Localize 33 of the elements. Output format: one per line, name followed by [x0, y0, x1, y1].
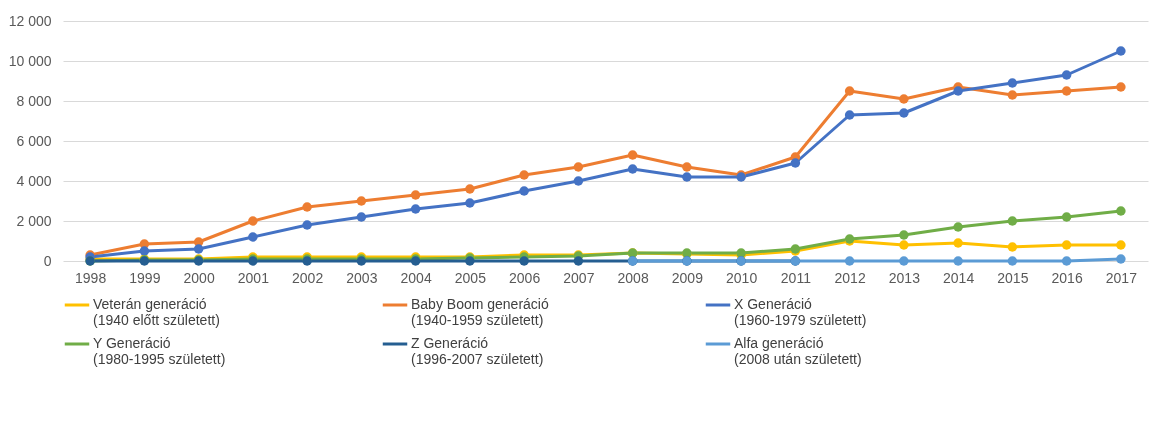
x-tick-label: 2003: [346, 269, 378, 286]
x-tick-label: 1999: [129, 269, 161, 286]
x-tick-label: 2000: [183, 269, 215, 286]
x-tick-label: 2015: [997, 269, 1029, 286]
legend-label: X Generáció (1960-1979 született): [734, 296, 867, 328]
x-tick-label: 1998: [75, 269, 107, 286]
legend-label: Y Generáció (1980-1995 született): [93, 335, 226, 367]
x-tick-label: 2012: [834, 269, 866, 286]
x-tick-label: 2004: [400, 269, 432, 286]
x-tick-label: 2014: [943, 269, 975, 286]
x-tick-label: 2009: [671, 269, 704, 286]
x-tick-label: 2010: [726, 269, 758, 286]
y-tick-label: 8 000: [16, 92, 52, 109]
y-tick-label: 4 000: [16, 172, 52, 189]
x-tick-label: 2008: [617, 269, 649, 286]
x-tick-label: 2017: [1105, 269, 1138, 286]
legend-label: Baby Boom generáció (1940-1959 született): [411, 296, 549, 328]
x-tick-label: 2002: [292, 269, 324, 286]
legend-label: Veterán generáció (1940 előtt született): [93, 296, 220, 328]
legend-label: Alfa generáció (2008 után született): [734, 335, 862, 367]
y-tick-label: 10 000: [8, 52, 52, 69]
x-tick-label: 2001: [237, 269, 270, 286]
x-tick-label: 2007: [563, 269, 595, 286]
x-tick-label: 2016: [1051, 269, 1083, 286]
x-tick-label: 2013: [888, 269, 921, 286]
y-tick-label: 0: [43, 252, 52, 269]
x-tick-label: 2006: [509, 269, 541, 286]
x-tick-label: 2011: [780, 269, 812, 286]
y-tick-label: 2 000: [16, 212, 52, 229]
legend-label: Z Generáció (1996-2007 született): [411, 335, 544, 367]
y-tick-label: 6 000: [16, 132, 52, 149]
y-tick-label: 12 000: [8, 12, 52, 29]
x-tick-label: 2005: [454, 269, 487, 286]
